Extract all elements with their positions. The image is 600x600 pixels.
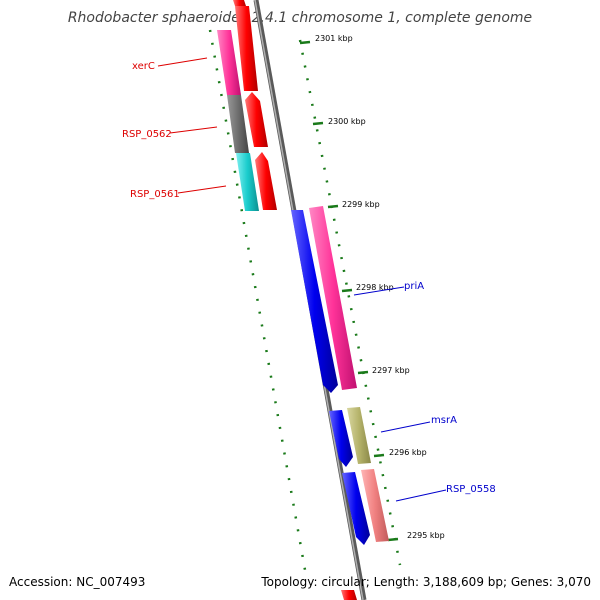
gene-arrow-blue[interactable] (291, 210, 338, 393)
gene-arrow-red[interactable] (245, 92, 268, 147)
gene-label-RSP-0561[interactable]: RSP_0561 (130, 189, 180, 200)
kbp-tick-mark (373, 453, 385, 458)
gene-RSP-0561[interactable] (236, 153, 259, 211)
gene-RSP-0562[interactable] (227, 95, 249, 153)
gene-xerC[interactable] (217, 30, 241, 95)
map-title: Rhodobacter sphaeroides 2.4.1 chromosome… (67, 10, 533, 26)
gene-priA[interactable] (309, 206, 357, 390)
gene-RSP-0558[interactable] (361, 469, 389, 542)
kbp-label: 2296 kbp (389, 448, 427, 457)
gene-label-xerC[interactable]: xerC (132, 61, 155, 72)
leader-line-xerC (157, 57, 208, 67)
leader-line-RSP-0562 (169, 126, 218, 134)
accession-text: Accession: NC_007493 (9, 575, 146, 589)
leader-line-priA (353, 286, 405, 296)
gene-block-red[interactable] (341, 590, 357, 600)
gene-arrow-red[interactable] (255, 152, 277, 210)
kbp-tick-mark (299, 40, 311, 45)
kbp-tick-mark (357, 370, 369, 375)
tick-ring-left (208, 29, 307, 571)
leader-line-msrA (380, 421, 431, 433)
gene-arrow-blue[interactable] (342, 472, 370, 545)
kbp-label: 2300 kbp (328, 117, 366, 126)
kbp-label: 2301 kbp (315, 34, 353, 43)
gene-label-msrA[interactable]: msrA (431, 415, 457, 426)
genome-summary-text: Topology: circular; Length: 3,188,609 bp… (261, 575, 591, 589)
kbp-label: 2297 kbp (372, 366, 410, 375)
gene-block-red[interactable] (233, 0, 246, 6)
kbp-label: 2298 kbp (356, 283, 394, 292)
gene-msrA[interactable] (347, 407, 371, 464)
leader-line-RSP-0561 (177, 185, 227, 194)
kbp-label: 2295 kbp (407, 531, 445, 540)
gene-label-RSP-0558[interactable]: RSP_0558 (446, 484, 496, 495)
kbp-tick-mark (387, 537, 399, 542)
gene-arrow-blue[interactable] (329, 410, 353, 467)
kbp-label: 2299 kbp (342, 200, 380, 209)
gene-label-priA[interactable]: priA (404, 281, 424, 292)
kbp-tick-marks (299, 40, 399, 542)
gene-block-red[interactable] (235, 6, 258, 91)
kbp-tick-mark (312, 121, 324, 126)
gene-label-RSP-0562[interactable]: RSP_0562 (122, 129, 172, 140)
kbp-tick-mark (341, 288, 353, 293)
kbp-tick-mark (327, 204, 339, 209)
leader-line-RSP-0558 (395, 489, 447, 502)
